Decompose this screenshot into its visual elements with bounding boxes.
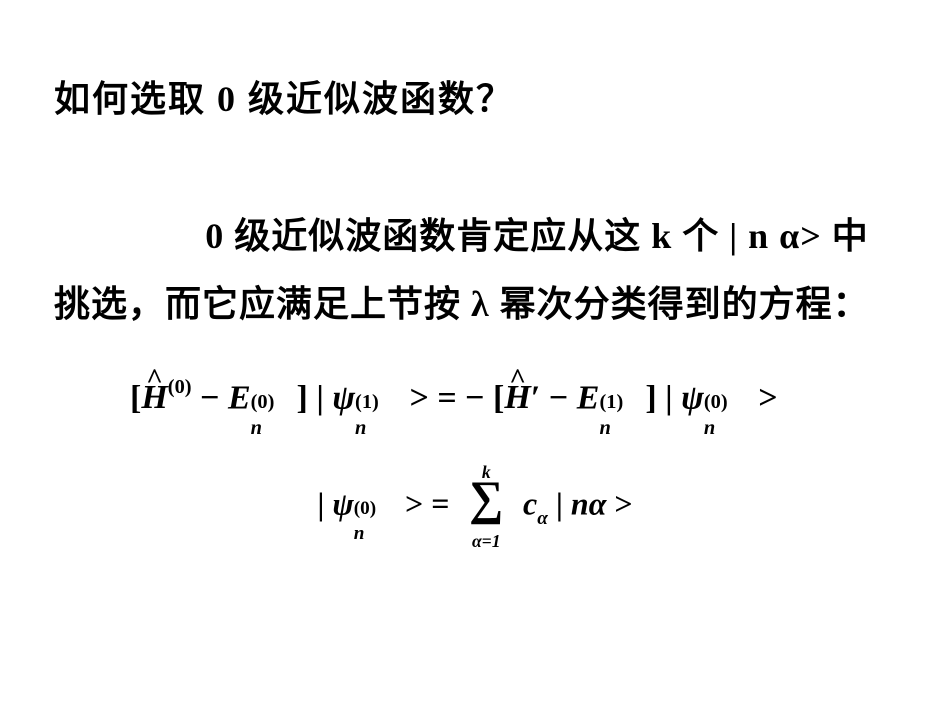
- eq2-bra: |: [317, 486, 332, 522]
- eq1-Hprime-hat: H: [504, 379, 530, 417]
- eq1-minus-2: −: [540, 379, 576, 416]
- eq2-bra2: |: [548, 486, 571, 522]
- slide: 如何选取 0 级近似波函数？ 0 级近似波函数肯定应从这 k 个 | n α> …: [0, 0, 950, 713]
- eq1-rbracket: ] |: [297, 379, 333, 416]
- eq2-c-sub: α: [537, 508, 548, 529]
- eq2-sigma: k∑α=1: [462, 472, 510, 542]
- eq1-E1-sub: n: [251, 417, 262, 440]
- eq2-c: c: [523, 486, 537, 522]
- eq1-psi2: ψ: [681, 379, 704, 416]
- eq1-lbracket: [: [130, 379, 141, 416]
- body-text: 0 级近似波函数肯定应从这 k 个 | n α> 中挑选，而它应满足上节按 λ …: [54, 216, 870, 324]
- eq2-space: [515, 486, 523, 522]
- eq1-E1-sup: (0): [251, 391, 275, 414]
- eq1-prime: ′: [531, 379, 541, 416]
- eq1-E2-sup: (1): [599, 391, 623, 414]
- eq2-ket: >: [397, 486, 423, 522]
- eq2-ket2: >: [606, 486, 632, 522]
- eq1-psi2-sup: (0): [704, 391, 728, 414]
- eq1-psi1-sub: n: [355, 417, 366, 440]
- eq1-H-hat: H: [141, 379, 167, 417]
- eq1-psi1-sup: (1): [355, 391, 379, 414]
- eq1-equals: = − [: [429, 379, 505, 416]
- heading: 如何选取 0 级近似波函数？: [54, 70, 900, 122]
- eq2-sum-symbol: ∑: [462, 475, 510, 523]
- body-paragraph: 0 级近似波函数肯定应从这 k 个 | n α> 中挑选，而它应满足上节按 λ …: [50, 202, 900, 339]
- eq2-alpha: α: [589, 486, 607, 522]
- eq1-H-sup: (0): [168, 376, 192, 398]
- eq1-minus-1: −: [192, 379, 228, 416]
- eq1-E1: E: [228, 379, 251, 416]
- eq1-psi2-sub: n: [704, 417, 715, 440]
- eq1-psi1: ψ: [332, 379, 355, 416]
- eq1-E2-sub: n: [599, 417, 610, 440]
- eq2-psi-sub: n: [354, 523, 365, 545]
- eq1-ket1: >: [401, 379, 429, 416]
- eq2-psi-sup: (0): [354, 498, 376, 520]
- eq1-rbracket-2: ] |: [645, 379, 681, 416]
- eq1-ket2: >: [750, 379, 778, 416]
- equation-2: | ψ(0)n > = k∑α=1 cα | nα >: [50, 472, 900, 542]
- eq2-n: n: [571, 486, 589, 522]
- eq2-equals: =: [423, 486, 457, 522]
- eq1-E2: E: [577, 379, 600, 416]
- equation-1: [H(0) − E(0)n] | ψ(1)n > = − [H′ − E(1)n…: [50, 379, 900, 417]
- eq2-psi: ψ: [332, 486, 353, 522]
- eq2-sum-bot: α=1: [462, 531, 510, 552]
